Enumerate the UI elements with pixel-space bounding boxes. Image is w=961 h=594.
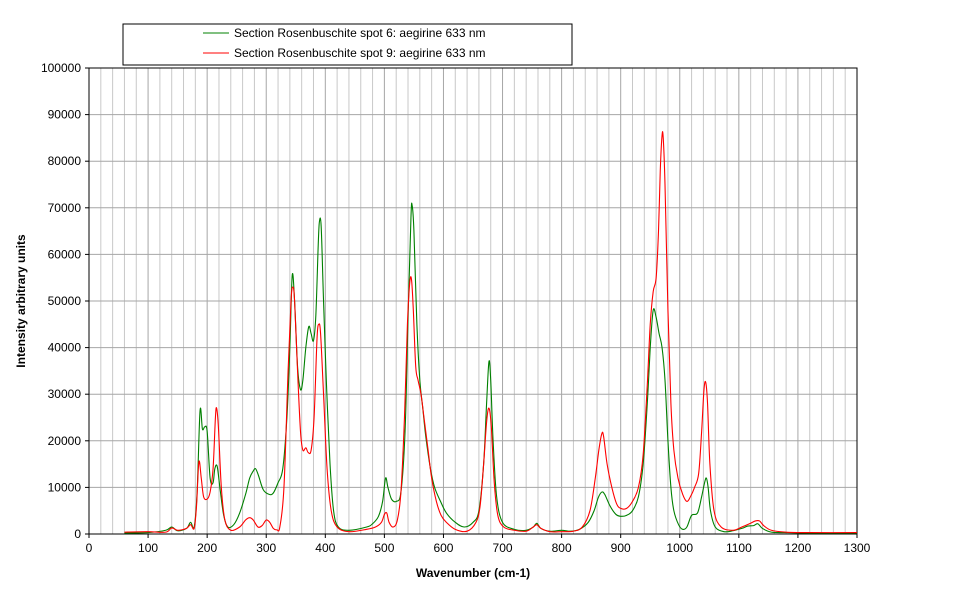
legend-label-spot-9: Section Rosenbuschite spot 9: aegirine 6… <box>234 46 486 60</box>
x-axis-ticks: 0 100 200 300 400 500 600 700 800 900 1000 1100 1200… <box>86 534 871 555</box>
legend-label-spot-6: Section Rosenbuschite spot 6: aegirine 6… <box>234 26 486 40</box>
x-tick-label: 800 <box>552 541 572 555</box>
x-tick-label: 300 <box>256 541 276 555</box>
x-tick-label: 500 <box>374 541 394 555</box>
x-tick-label: 1200 <box>785 541 812 555</box>
x-tick-label: 600 <box>433 541 453 555</box>
x-axis-title: Wavenumber (cm-1) <box>416 566 530 580</box>
x-tick-label: 900 <box>611 541 631 555</box>
y-tick-label: 70000 <box>48 201 82 215</box>
y-tick-label: 10000 <box>48 480 82 494</box>
legend: Section Rosenbuschite spot 6: aegirine 6… <box>122 23 573 66</box>
x-tick-label: 100 <box>138 541 158 555</box>
x-tick-label: 400 <box>315 541 335 555</box>
y-tick-label: 20000 <box>48 434 82 448</box>
y-tick-label: 30000 <box>48 387 82 401</box>
x-tick-label: 1300 <box>844 541 871 555</box>
y-tick-label: 0 <box>74 527 81 541</box>
x-tick-label: 0 <box>86 541 93 555</box>
x-tick-label: 200 <box>197 541 217 555</box>
y-axis-title: Intensity arbitrary units <box>14 234 28 368</box>
legend-box <box>122 23 573 66</box>
y-tick-label: 60000 <box>48 247 82 261</box>
horizontal-gridlines <box>89 114 857 488</box>
y-axis-ticks: 0 10000 20000 30000 40000 50000 60000 70000 8000… <box>41 61 89 541</box>
x-tick-label: 1100 <box>726 541 752 555</box>
x-tick-label: 700 <box>493 541 513 555</box>
y-tick-label: 40000 <box>48 341 82 355</box>
series-layer <box>124 131 858 534</box>
x-tick-label: 1000 <box>666 541 693 555</box>
y-tick-label: 100000 <box>41 61 81 75</box>
series-line-spot-6 <box>124 202 858 534</box>
series-line-spot-9 <box>124 131 858 534</box>
y-tick-label: 90000 <box>48 108 82 122</box>
y-tick-label: 50000 <box>48 294 82 308</box>
y-tick-label: 80000 <box>48 154 82 168</box>
